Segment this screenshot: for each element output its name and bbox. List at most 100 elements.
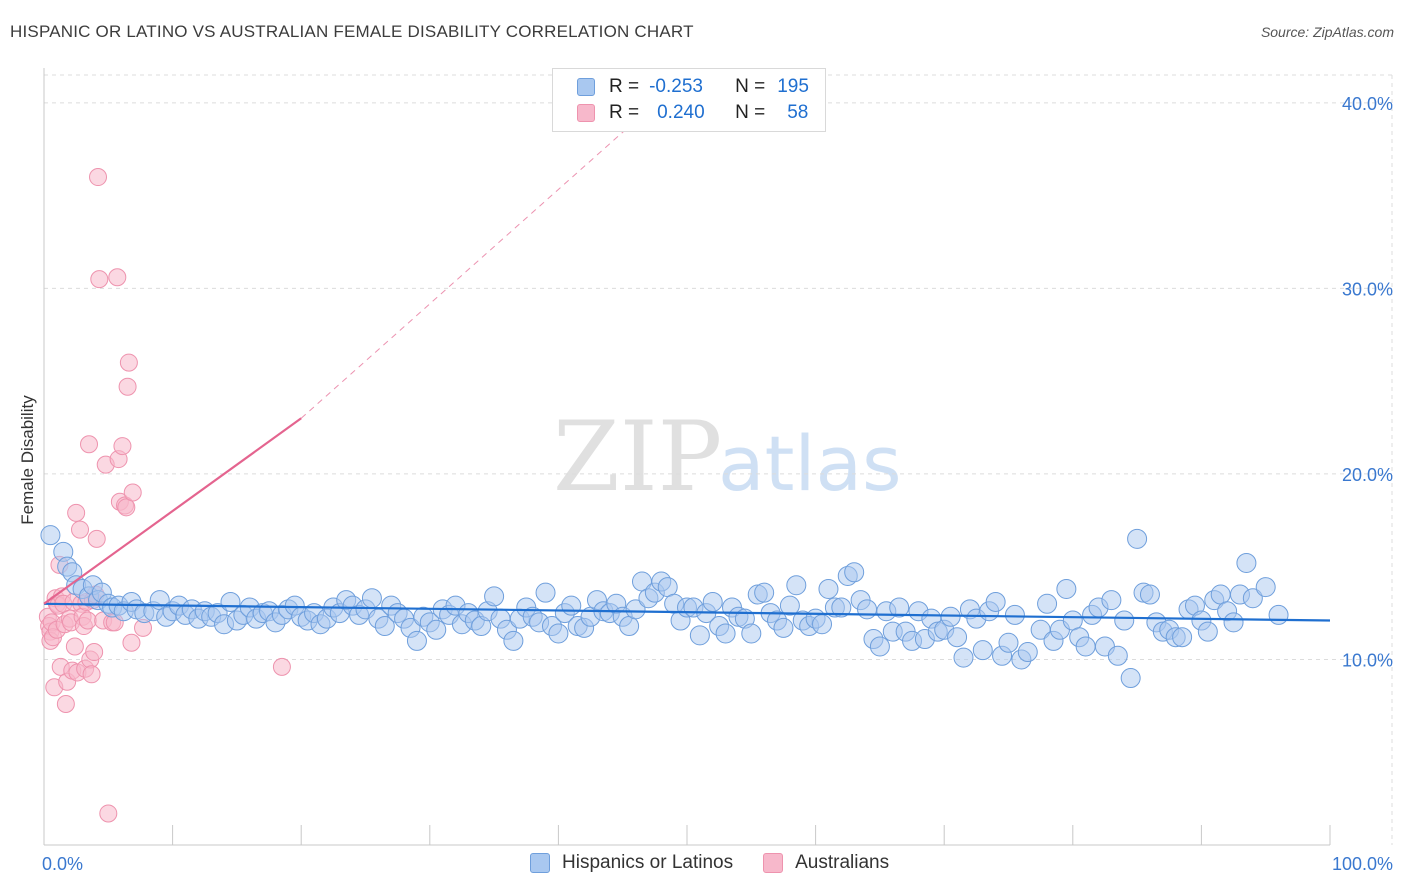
hispanics-point bbox=[715, 623, 736, 644]
axis-labels: Female Disability 10.0% 20.0% 30.0% 40.0% 0.… bbox=[18, 94, 1393, 874]
hispanics-point bbox=[1075, 636, 1096, 657]
hispanics-trend-line bbox=[43, 602, 1331, 622]
legend-label: Australians bbox=[795, 852, 890, 873]
hispanics-point bbox=[831, 597, 852, 618]
correlation-legend: R = -0.253 N = 195 R = 0.240 N = 58 bbox=[552, 68, 826, 132]
australians-trend-extension bbox=[300, 74, 688, 419]
hispanics-point bbox=[503, 630, 524, 651]
x-tick-label-min: 0.0% bbox=[42, 854, 83, 874]
x-tick-label-max: 100.0% bbox=[1332, 854, 1393, 874]
y-tick-label: 20.0% bbox=[1342, 465, 1393, 485]
trend-lines bbox=[43, 74, 1331, 622]
y-tick-label: 10.0% bbox=[1342, 650, 1393, 670]
hispanics-point bbox=[1017, 642, 1038, 663]
hispanics-point bbox=[869, 636, 890, 657]
hispanics-point bbox=[1056, 578, 1077, 599]
hispanics-point bbox=[374, 616, 395, 637]
y-axis-label: Female Disability bbox=[18, 395, 37, 525]
australians-point bbox=[119, 353, 138, 372]
r-value: -0.253 bbox=[649, 76, 703, 97]
australians-point bbox=[80, 435, 99, 454]
hispanics-point bbox=[625, 599, 646, 620]
australians-point bbox=[71, 520, 90, 539]
hispanics-point bbox=[361, 588, 382, 609]
hispanics-point bbox=[985, 591, 1006, 612]
hispanics-points bbox=[40, 525, 1289, 689]
pink-swatch bbox=[577, 104, 595, 122]
legend-row-australians: R = 0.240 N = 58 bbox=[577, 100, 808, 126]
australians-point bbox=[56, 694, 75, 713]
hispanics-point bbox=[1114, 610, 1135, 631]
australians-point bbox=[67, 503, 86, 522]
hispanics-point bbox=[947, 627, 968, 648]
n-key: N = bbox=[735, 76, 766, 97]
hispanics-point bbox=[889, 597, 910, 618]
hispanics-point bbox=[40, 525, 61, 546]
hispanics-point bbox=[657, 577, 678, 598]
australians-point bbox=[90, 270, 109, 289]
australians-point bbox=[65, 637, 84, 656]
hispanics-point bbox=[1210, 584, 1231, 605]
hispanics-point bbox=[702, 591, 723, 612]
r-value: 0.240 bbox=[657, 102, 705, 123]
hispanics-point bbox=[426, 619, 447, 640]
hispanics-point bbox=[1107, 645, 1128, 666]
australians-point bbox=[78, 611, 97, 630]
australians-point bbox=[82, 665, 101, 684]
legend-item-australians[interactable]: Australians bbox=[763, 852, 889, 874]
hispanics-point bbox=[1139, 584, 1160, 605]
legend-item-hispanics[interactable]: Hispanics or Latinos bbox=[530, 852, 733, 874]
hispanics-point bbox=[779, 595, 800, 616]
y-tick-label: 30.0% bbox=[1342, 279, 1393, 299]
r-key: R = bbox=[609, 76, 640, 97]
hispanics-point bbox=[1268, 604, 1289, 625]
australians-point bbox=[99, 804, 118, 823]
australians-point bbox=[118, 377, 137, 396]
hispanics-point bbox=[1127, 528, 1148, 549]
australians-point bbox=[87, 529, 106, 548]
hispanics-point bbox=[1236, 552, 1257, 573]
watermark: ZIP atlas bbox=[553, 401, 902, 513]
hispanics-point bbox=[940, 606, 961, 627]
hispanics-point bbox=[786, 575, 807, 596]
r-key: R = bbox=[609, 102, 640, 123]
hispanics-point bbox=[741, 623, 762, 644]
hispanics-point bbox=[998, 632, 1019, 653]
hispanics-point bbox=[619, 616, 640, 637]
hispanics-point bbox=[1223, 612, 1244, 633]
gridlines bbox=[44, 74, 1393, 845]
hispanics-point bbox=[812, 614, 833, 635]
hispanics-point bbox=[972, 640, 993, 661]
watermark-atlas: atlas bbox=[718, 419, 902, 508]
hispanics-point bbox=[1242, 588, 1263, 609]
australians-point bbox=[89, 168, 108, 187]
hispanics-point bbox=[953, 647, 974, 668]
hispanics-point bbox=[548, 623, 569, 644]
axes bbox=[43, 68, 1331, 846]
australians-point bbox=[123, 483, 142, 502]
source-label: Source: ZipAtlas.com bbox=[1260, 24, 1394, 40]
blue-swatch bbox=[530, 853, 550, 873]
australians-point bbox=[113, 437, 132, 456]
hispanics-point bbox=[1004, 604, 1025, 625]
pink-swatch bbox=[763, 853, 784, 873]
hispanics-point bbox=[1037, 593, 1058, 614]
hispanics-point bbox=[1172, 627, 1193, 648]
n-value: 58 bbox=[787, 102, 809, 123]
australians-point bbox=[122, 633, 141, 652]
watermark-zip: ZIP bbox=[553, 401, 722, 513]
hispanics-point bbox=[689, 625, 710, 646]
australians-points bbox=[38, 168, 291, 823]
australians-point bbox=[272, 657, 291, 676]
hispanics-point bbox=[406, 630, 427, 651]
y-tick-label: 40.0% bbox=[1342, 94, 1393, 114]
australians-point bbox=[117, 498, 136, 517]
hispanics-point bbox=[1255, 577, 1276, 598]
hispanics-point bbox=[1062, 610, 1083, 631]
hispanics-point bbox=[484, 586, 505, 607]
blue-swatch bbox=[577, 78, 595, 96]
hispanics-point bbox=[561, 595, 582, 616]
australians-trend-line bbox=[43, 417, 302, 605]
n-value: 195 bbox=[777, 76, 809, 97]
